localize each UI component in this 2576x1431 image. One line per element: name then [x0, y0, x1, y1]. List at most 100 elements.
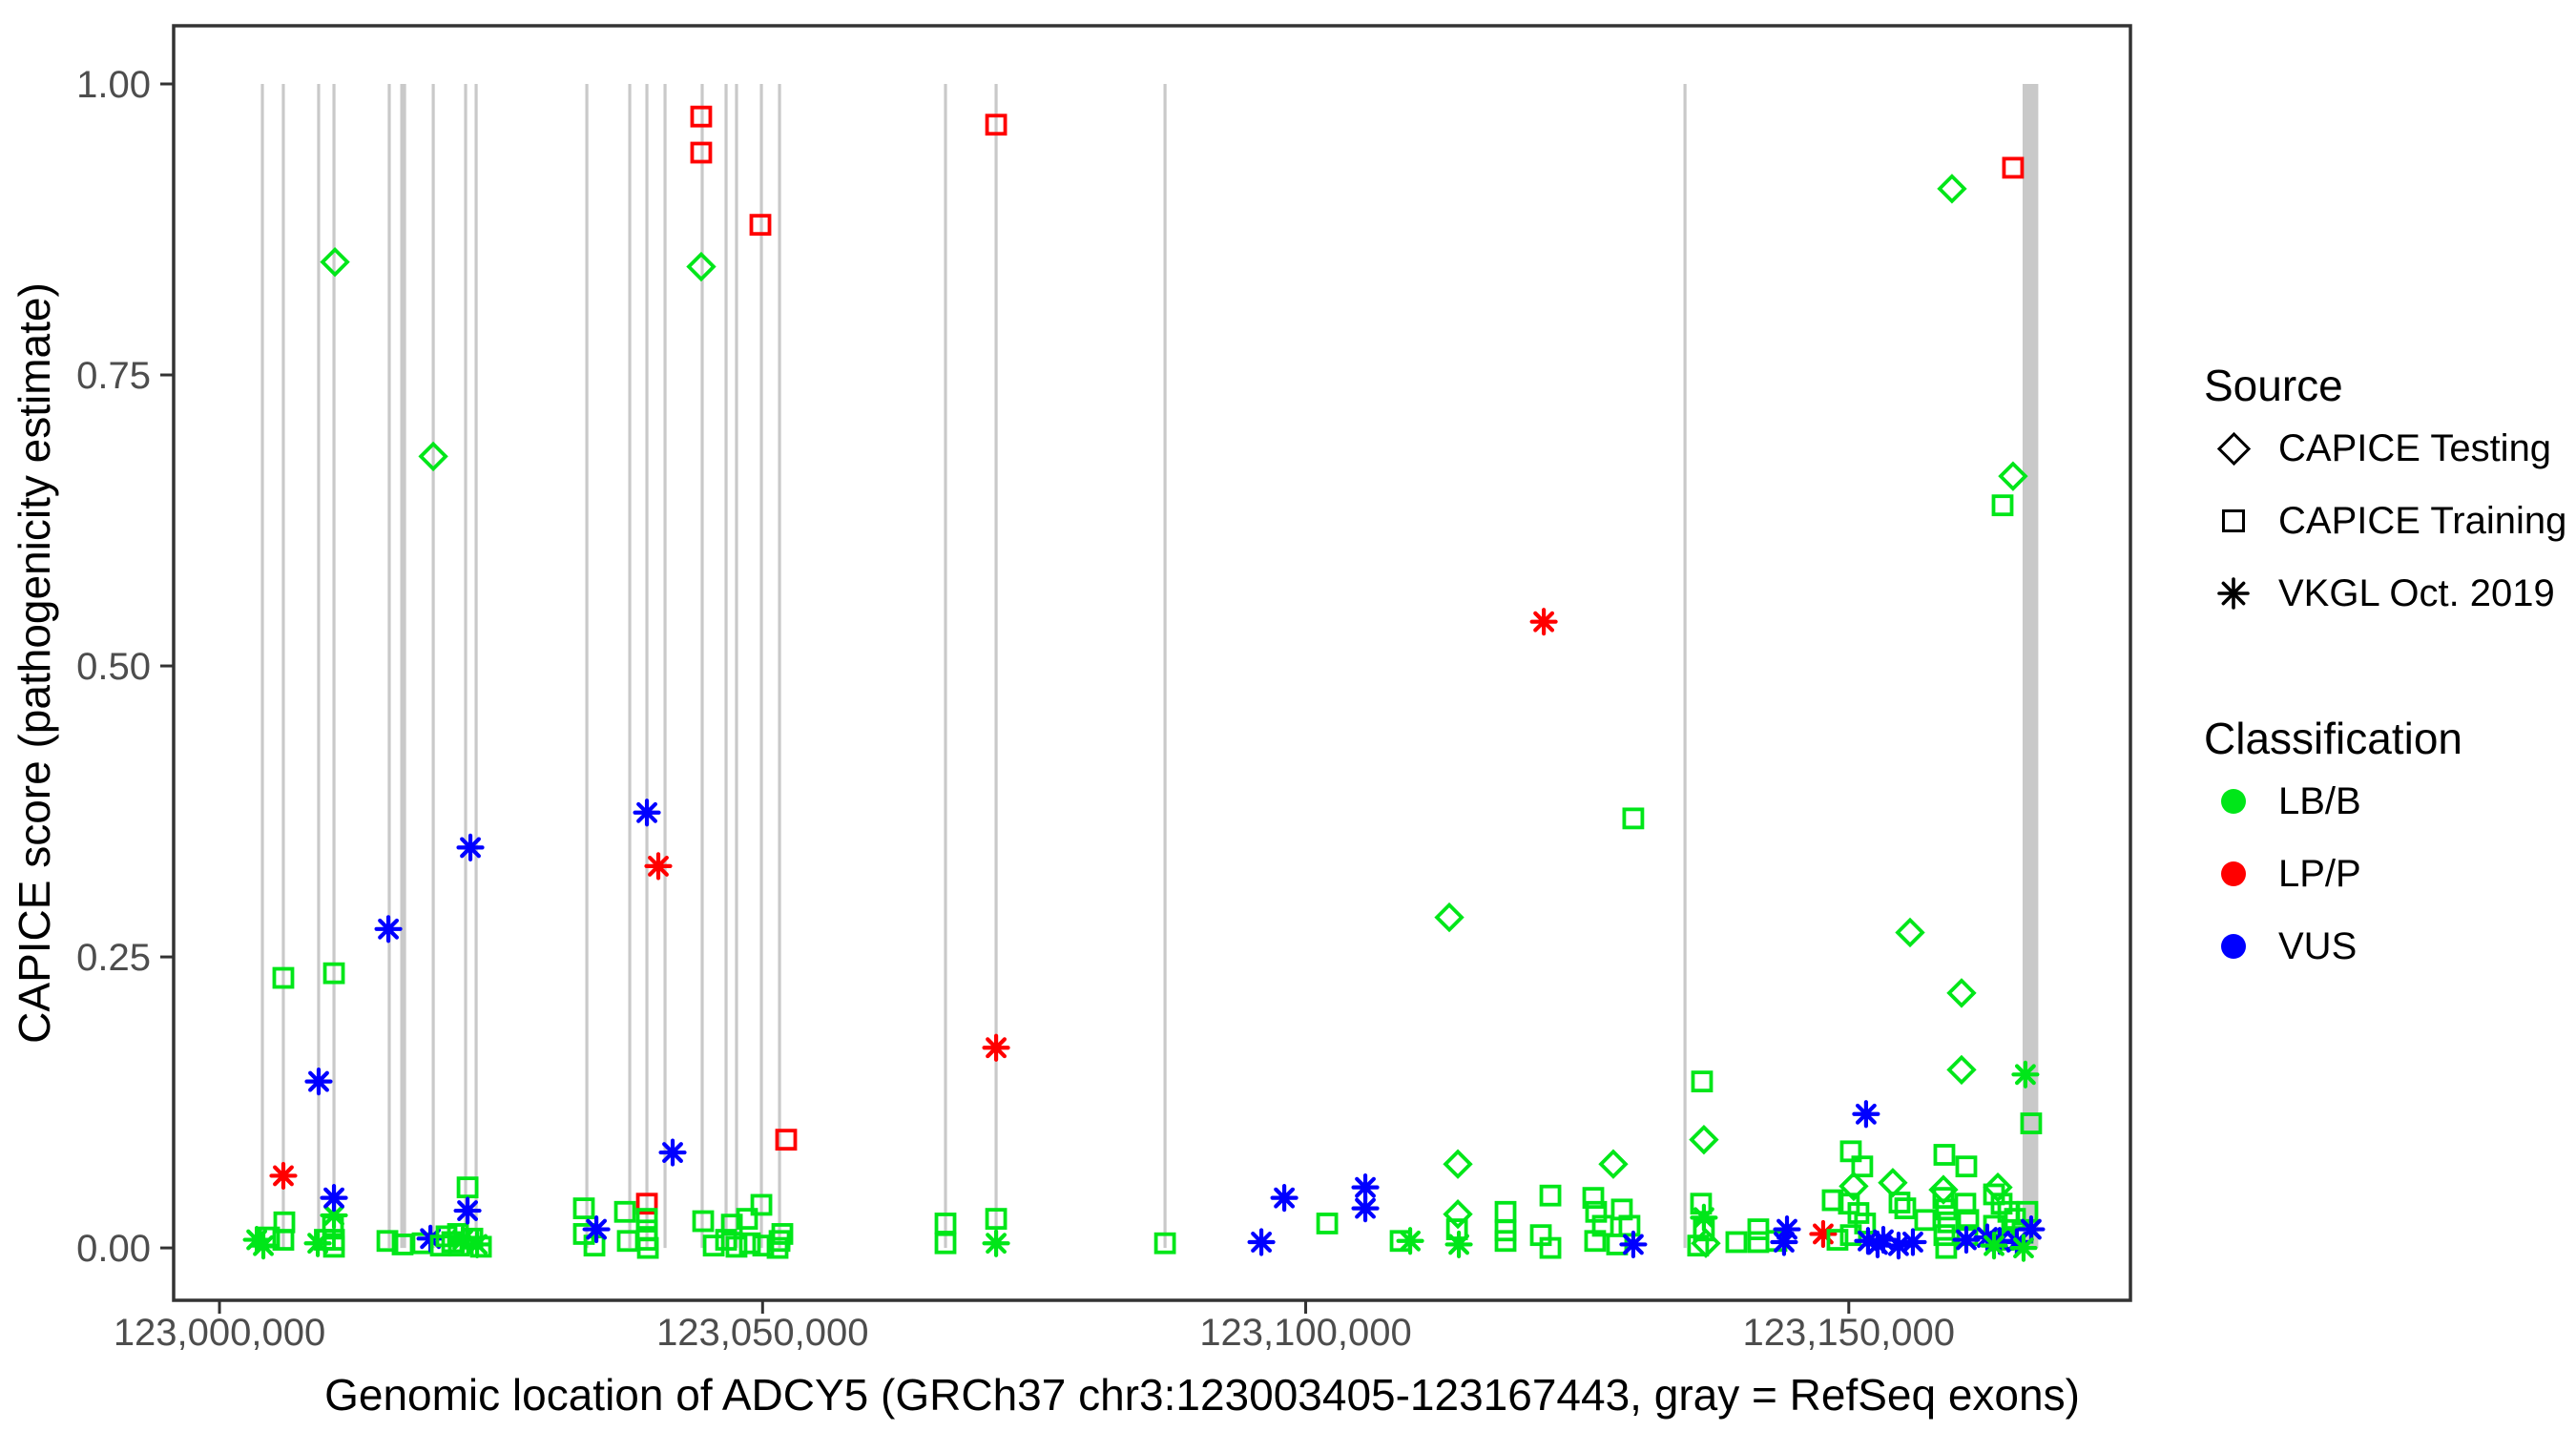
data-point-asterisk: [456, 833, 485, 861]
data-point-square: [749, 214, 772, 237]
data-point-diamond: [320, 246, 350, 278]
data-point-asterisk: [1770, 1228, 1798, 1256]
data-point-square: [720, 1213, 743, 1236]
data-point-square: [1622, 807, 1645, 830]
data-point-square: [1693, 1219, 1715, 1242]
data-point-square: [1539, 1184, 1562, 1207]
data-point-square: [1955, 1155, 1978, 1178]
data-point-square: [322, 962, 345, 985]
data-point-square: [1687, 1234, 1710, 1257]
data-point-square: [725, 1235, 748, 1258]
data-point-diamond: [1946, 978, 1977, 1008]
data-point-asterisk: [582, 1214, 611, 1244]
data-point-diamond: [1946, 1054, 1977, 1086]
legend-key: [2204, 861, 2263, 886]
data-point-asterisk: [1529, 608, 1558, 636]
data-point-square: [1153, 1232, 1176, 1255]
data-point-square: [985, 1208, 1008, 1230]
data-point-asterisk: [1884, 1232, 1913, 1260]
data-point-square: [1316, 1213, 1339, 1234]
legend-item-capice-testing: CAPICE Testing: [2204, 424, 2551, 473]
data-point-square: [1991, 494, 2014, 517]
data-point-square: [1747, 1218, 1770, 1240]
data-point-square: [1933, 1144, 1956, 1166]
data-point-diamond: [1839, 1171, 1869, 1202]
data-point-square: [258, 1226, 280, 1249]
data-point-square: [272, 966, 295, 989]
data-point-square: [1725, 1231, 1748, 1254]
diamond-icon: [2216, 431, 2251, 466]
data-point-asterisk: [1773, 1214, 1801, 1244]
x-axis-title: Genomic location of ADCY5 (GRCh37 chr3:1…: [324, 1370, 2080, 1420]
data-point-asterisk: [1619, 1230, 1648, 1259]
data-point-square: [1851, 1155, 1874, 1178]
data-point-asterisk: [2011, 1060, 2040, 1089]
data-point-diamond: [1598, 1149, 1629, 1179]
data-point-diamond: [1878, 1168, 1908, 1198]
data-point-square: [2016, 1200, 2039, 1223]
data-point-diamond: [686, 251, 717, 282]
legend-item-label: VUS: [2278, 924, 2358, 967]
data-point-asterisk: [1247, 1228, 1276, 1256]
legend-item-label: LB/B: [2278, 779, 2361, 822]
data-point-asterisk: [304, 1068, 333, 1096]
data-point-asterisk: [1396, 1227, 1424, 1255]
data-point-asterisk: [1854, 1227, 1882, 1255]
vus-dot-icon: [2221, 934, 2246, 959]
data-point-square: [771, 1223, 794, 1245]
square-icon: [2222, 509, 2245, 532]
y-tick-label: 0.00: [76, 1228, 151, 1270]
data-point-square: [1933, 1224, 1956, 1247]
data-point-square: [322, 1235, 345, 1258]
data-point-square: [1826, 1229, 1849, 1251]
x-tick-label: 123,050,000: [656, 1312, 868, 1354]
data-point-square: [322, 1214, 344, 1237]
data-point-square: [1914, 1209, 1937, 1232]
data-point-square: [766, 1236, 789, 1259]
data-point-diamond: [1443, 1149, 1473, 1179]
data-point-diamond: [1895, 917, 1925, 948]
data-point-square: [690, 141, 713, 164]
legend-key: [2204, 789, 2263, 814]
data-point-asterisk: [658, 1138, 687, 1167]
data-point-asterisk: [1270, 1184, 1298, 1213]
data-point-asterisk: [2009, 1234, 2038, 1262]
data-point-square: [1894, 1197, 1917, 1220]
y-tick-label: 1.00: [76, 64, 151, 106]
data-point-square: [1747, 1231, 1770, 1254]
data-point-asterisk: [269, 1161, 298, 1191]
data-point-square: [1937, 1211, 1960, 1234]
data-point-square: [572, 1197, 595, 1220]
data-point-square: [752, 1234, 775, 1257]
data-point-diamond: [1983, 1172, 2013, 1203]
legend-key: [2204, 934, 2263, 959]
data-point-asterisk: [463, 1230, 491, 1259]
legend-item-vus: VUS: [2204, 922, 2357, 971]
data-point-asterisk: [2017, 1214, 2046, 1244]
data-point-square: [1582, 1187, 1605, 1210]
legend-item-lbb: LB/B: [2204, 777, 2361, 826]
data-point-asterisk: [374, 915, 403, 944]
data-point-square: [738, 1232, 761, 1255]
data-point-square: [391, 1234, 414, 1255]
data-point-asterisk: [303, 1229, 332, 1257]
data-point-asterisk: [644, 852, 673, 881]
data-point-square: [613, 1200, 636, 1223]
legend-item-lpp: LP/P: [2204, 849, 2361, 899]
data-point-square: [692, 1210, 715, 1233]
legend: Source CAPICE Testing CAPICE Training: [2204, 0, 2566, 1431]
data-point-square: [635, 1192, 658, 1215]
y-tick-label: 0.75: [76, 355, 151, 397]
data-point-square: [469, 1235, 492, 1258]
data-point-square: [1585, 1200, 1608, 1223]
legend-item-label: CAPICE Testing: [2278, 426, 2552, 469]
data-point-square: [750, 1193, 773, 1216]
data-point-square: [2002, 156, 2025, 179]
data-point-square: [376, 1230, 399, 1253]
legend-item-vkgl: VKGL Oct. 2019: [2204, 569, 2555, 618]
refseq-exon-block: [2022, 84, 2039, 1249]
data-point-square: [1539, 1236, 1562, 1259]
data-point-square: [1691, 1070, 1714, 1093]
data-point-square: [768, 1230, 791, 1253]
